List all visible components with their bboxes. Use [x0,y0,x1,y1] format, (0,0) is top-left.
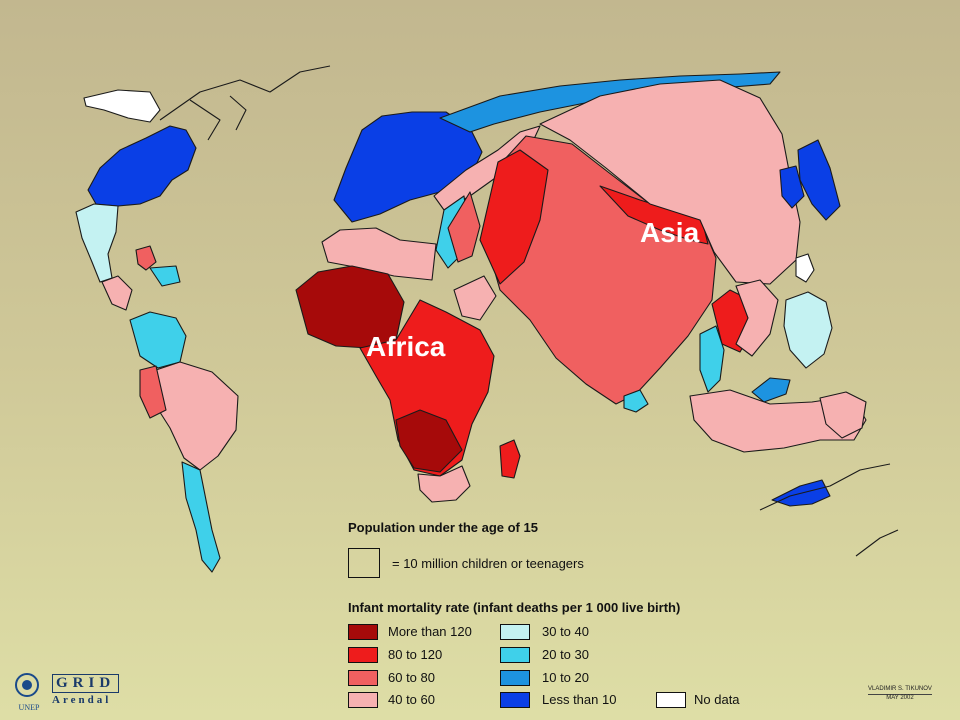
swatch-no-data [656,692,686,708]
swatch-30-to-40 [500,624,530,640]
label-asia: Asia [640,217,700,248]
region-pakistan [479,149,549,285]
region-north-africa [321,227,437,281]
label-more-than-120: More than 120 [388,624,472,639]
region-arctic-islands [159,65,331,121]
label-africa: Africa [366,331,446,362]
label-no-data: No data [694,692,740,707]
region-sri-lanka [623,389,649,413]
label-less-than-10: Less than 10 [542,692,617,707]
region-philippines [783,291,833,369]
swatch-40-to-60 [348,692,378,708]
mortality-legend-title: Infant mortality rate (infant deaths per… [348,600,681,615]
grid-arendal-logo: GRID Arendal [52,674,120,706]
unep-emblem-icon [15,673,39,697]
swatch-60-to-80 [348,670,378,686]
label-20-to-30: 20 to 30 [542,647,589,662]
region-brazil [149,361,239,471]
region-arctic-islands-2 [189,95,247,141]
swatch-10-to-20 [500,670,530,686]
population-legend-title: Population under the age of 15 [348,520,538,535]
region-greenland [83,89,161,123]
region-southern-africa [417,465,471,503]
scale-text: = 10 million children or teenagers [392,556,584,571]
swatch-more-than-120 [348,624,378,640]
region-new-guinea [819,391,867,439]
region-malaysia [751,377,791,403]
region-iran [447,191,481,263]
author-name: VLADIMIR S. TIKUNOV [868,686,932,692]
arendal-logo-text: Arendal [52,694,112,706]
region-madagascar [499,439,521,479]
region-arabia [453,275,497,321]
region-africa [359,299,495,477]
grid-logo-text: GRID [52,674,120,693]
region-north-america [87,125,197,207]
region-argentina [181,461,221,573]
unep-logo-text: UNEP [18,703,40,712]
label-40-to-60: 40 to 60 [388,692,435,707]
region-caribbean [135,245,157,271]
region-colombia [129,311,187,369]
region-cuba [149,265,181,287]
region-central-america [101,275,133,311]
region-peru [139,365,167,419]
region-north-korea [795,253,815,283]
credit-date: MAY 2002 [868,694,932,701]
region-mexico [75,203,119,283]
label-10-to-20: 10 to 20 [542,670,589,685]
region-europe [333,111,483,223]
region-japan [797,139,841,221]
author-credit: VLADIMIR S. TIKUNOV MAY 2002 [868,686,932,701]
unep-logo: UNEP [12,672,46,712]
swatch-80-to-120 [348,647,378,663]
region-central-africa [395,409,463,473]
region-japan-south [779,165,805,209]
region-west-africa [295,265,405,349]
region-thailand [699,325,725,393]
swatch-20-to-30 [500,647,530,663]
scale-square [348,548,380,578]
label-80-to-120: 80 to 120 [388,647,443,662]
label-60-to-80: 60 to 80 [388,670,435,685]
region-australia-outline [759,463,899,557]
swatch-less-than-10 [500,692,530,708]
region-vietnam [735,279,779,357]
label-30-to-40: 30 to 40 [542,624,589,639]
